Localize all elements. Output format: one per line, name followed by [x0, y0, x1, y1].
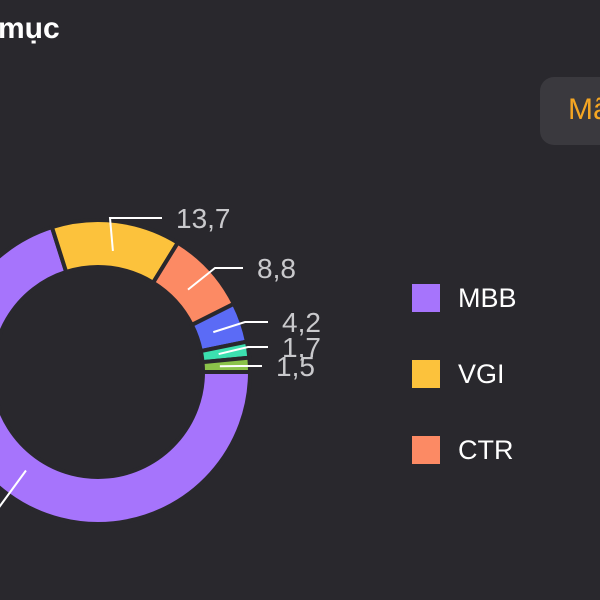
donut-slice-5[interactable] — [200, 355, 253, 374]
donut-slices — [0, 218, 253, 526]
legend-swatch — [412, 436, 440, 464]
data-label: 1,5 — [276, 351, 315, 382]
leader-line — [212, 321, 268, 334]
legend-label: MBB — [458, 283, 517, 313]
donut-slice-3[interactable] — [189, 301, 250, 354]
donut-slice-mbb[interactable] — [0, 224, 253, 526]
legend-label: VGI — [458, 359, 505, 389]
leader-line — [187, 267, 243, 291]
donut-slice-ctr[interactable] — [150, 239, 237, 328]
data-label: 1,7 — [282, 332, 321, 363]
legend-label: CTR — [458, 435, 514, 465]
data-label: 13,7 — [176, 203, 231, 234]
donut-slice-vgi[interactable] — [49, 218, 181, 286]
leader-line — [218, 346, 268, 356]
leader-line — [108, 217, 162, 252]
code-tab-button[interactable]: Mã — [540, 77, 600, 145]
data-label: 4,2 — [282, 307, 321, 338]
page-title: mục — [0, 12, 60, 45]
legend-swatch — [412, 284, 440, 312]
code-tab-label: Mã — [568, 93, 600, 126]
leader-line — [0, 469, 27, 508]
legend-swatch — [412, 360, 440, 388]
data-label: 8,8 — [257, 253, 296, 284]
